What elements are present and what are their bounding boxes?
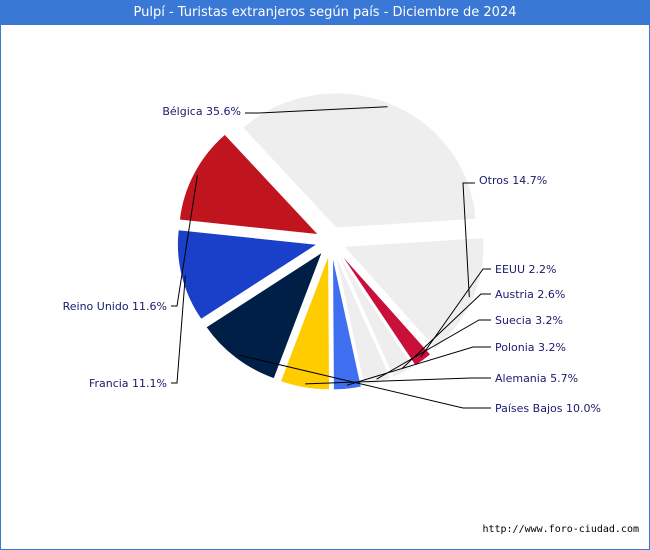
leader-line <box>245 106 388 114</box>
slice-label: Otros 14.7% <box>479 174 547 187</box>
slice-label: Polonia 3.2% <box>495 341 566 354</box>
slice-label: Reino Unido 11.6% <box>63 300 167 313</box>
slice-label: Bélgica 35.6% <box>162 105 241 118</box>
leader-line <box>401 293 491 370</box>
slice-label: Francia 11.1% <box>89 377 167 390</box>
leader-line <box>376 319 491 380</box>
source-url: http://www.foro-ciudad.com <box>482 524 639 535</box>
leader-line <box>346 346 491 386</box>
pie-slice-suecia <box>334 254 392 388</box>
leader-line <box>462 182 475 298</box>
chart-title: Pulpí - Turistas extranjeros según país … <box>1 1 649 25</box>
leader-line <box>171 174 198 307</box>
slice-label: EEUU 2.2% <box>495 263 556 276</box>
leader-line <box>238 354 491 409</box>
slice-label: Países Bajos 10.0% <box>495 402 601 415</box>
leader-line <box>420 268 491 358</box>
pie-slices <box>176 92 485 391</box>
leader-line <box>171 275 186 384</box>
pie-slice-eeuu <box>338 251 432 367</box>
pie-slice-países-bajos <box>205 250 324 380</box>
pie-slice-reino-unido <box>178 133 320 236</box>
pie-slice-alemania <box>279 254 331 391</box>
pie-slice-bélgica <box>241 92 477 229</box>
slice-label: Suecia 3.2% <box>495 314 563 327</box>
pie-slice-polonia <box>331 254 362 391</box>
pie-labels: Bélgica 35.6% Otros 14.7% EEUU 2.2% Austria… <box>63 105 601 415</box>
slice-label: Alemania 5.7% <box>495 372 578 385</box>
slice-label: Austria 2.6% <box>495 288 565 301</box>
pie-slice-austria <box>337 253 415 378</box>
leader-line <box>305 377 491 385</box>
pie-slice-otros <box>342 237 485 350</box>
